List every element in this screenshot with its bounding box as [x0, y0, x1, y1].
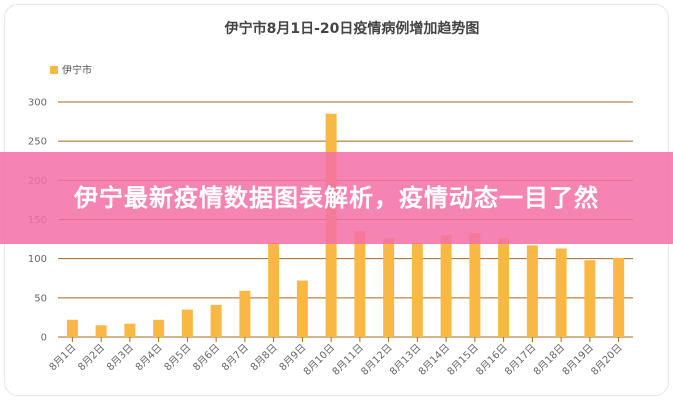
bar — [124, 323, 136, 337]
bar — [66, 319, 78, 337]
legend-label: 伊宁市 — [62, 64, 92, 77]
x-tick-label: 8月20日 — [589, 342, 625, 378]
chart-title: 伊宁市8月1日-20日疫情病例增加趋势图 — [224, 20, 480, 37]
bar — [555, 248, 567, 337]
bar — [411, 243, 423, 337]
bar — [268, 243, 280, 337]
y-tick-label: 300 — [28, 98, 47, 109]
banner-headline: 伊宁最新疫情数据图表解析，疫情动态一目了然 — [74, 183, 599, 212]
y-tick-label: 100 — [28, 254, 47, 265]
bar — [153, 319, 165, 337]
legend-swatch — [50, 66, 58, 74]
x-tick-label: 8月2日 — [76, 342, 108, 374]
y-tick-label: 0 — [41, 333, 47, 344]
bar — [181, 309, 193, 337]
y-tick-label: 250 — [28, 137, 47, 148]
title-banner: 伊宁最新疫情数据图表解析，疫情动态一目了然 — [0, 152, 673, 244]
x-tick-label: 8月7日 — [219, 342, 251, 374]
x-tick-label: 8月8日 — [248, 342, 280, 374]
bar — [95, 325, 107, 337]
y-tick-label: 50 — [34, 293, 47, 304]
x-tick-label: 8月5日 — [162, 342, 194, 374]
bar — [469, 232, 481, 337]
x-axis-ticks: 8月1日8月2日8月3日8月4日8月5日8月6日8月7日8月8日8月9日8月10… — [47, 337, 625, 378]
bar — [383, 238, 395, 337]
x-tick-label: 8月1日 — [47, 342, 79, 374]
bar — [296, 280, 308, 337]
bar — [354, 231, 366, 337]
bar — [526, 245, 538, 337]
legend: 伊宁市 — [50, 64, 92, 77]
x-tick-label: 8月3日 — [104, 342, 136, 374]
bar — [498, 238, 510, 337]
x-tick-label: 8月6日 — [191, 342, 223, 374]
bar — [584, 260, 596, 337]
bar — [210, 304, 222, 337]
x-tick-label: 8月4日 — [133, 342, 165, 374]
bar — [239, 290, 251, 337]
bar — [440, 235, 452, 337]
bar — [613, 257, 625, 337]
